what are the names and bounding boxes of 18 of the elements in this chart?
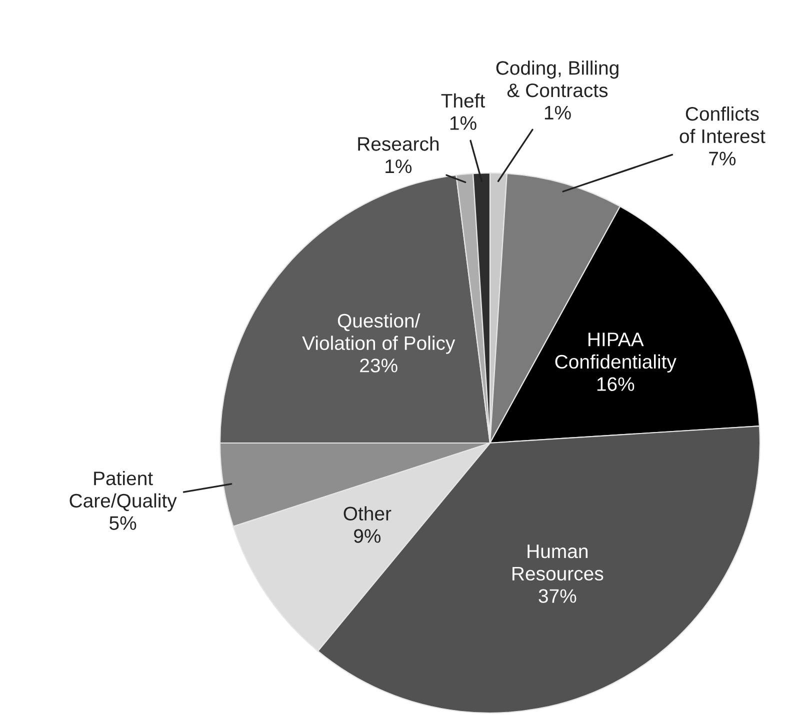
data-label: 7% xyxy=(709,152,736,166)
data-label: 5% xyxy=(110,516,136,530)
slice-label: Other xyxy=(344,506,392,521)
slice-label: Research xyxy=(358,136,439,151)
slice-label: Conflicts of Interest xyxy=(680,106,766,144)
slice-label: Human Resources xyxy=(512,544,604,581)
data-label: 37% xyxy=(538,589,576,603)
slice-label: Question/ Violation of Policy xyxy=(302,313,456,354)
slice-label: Theft xyxy=(441,93,486,108)
data-label: 1% xyxy=(450,116,476,130)
data-label: 23% xyxy=(360,358,398,372)
data-label: 16% xyxy=(597,377,634,392)
slice-label: Coding, Billing & Contracts xyxy=(496,60,618,98)
data-label: 1% xyxy=(544,106,571,120)
slice-label: Patient Care/Quality xyxy=(70,470,177,512)
data-label: 1% xyxy=(386,160,412,174)
slice-label: HIPAA Confidentiality xyxy=(555,332,676,372)
data-label: 9% xyxy=(354,529,381,543)
